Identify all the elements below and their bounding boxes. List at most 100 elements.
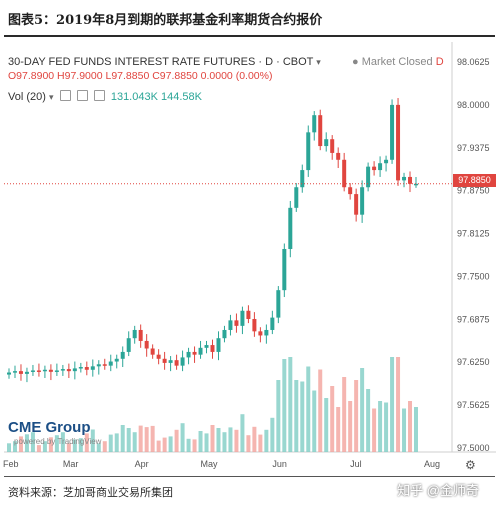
y-tick-label: 97.6875: [457, 314, 490, 324]
candle-body: [18, 371, 23, 374]
volume-bar: [192, 439, 197, 452]
cme-logo: CME Group: [8, 419, 91, 436]
candle-body: [360, 187, 365, 215]
eye-icon[interactable]: [59, 90, 71, 101]
candle-body: [96, 364, 101, 367]
volume-bar: [336, 407, 341, 452]
figure-title: 图表5：2019年8月到期的联邦基金利率期货合约报价: [8, 13, 323, 28]
candle-body: [312, 115, 317, 133]
candle-body: [318, 115, 323, 147]
candle-body: [414, 183, 418, 186]
volume-bar: [96, 443, 101, 452]
volume-bar: [312, 390, 317, 452]
candle-body: [294, 187, 299, 208]
chevron-down-icon[interactable]: ▾: [316, 57, 321, 67]
volume-bar: [306, 366, 311, 452]
ohlc-readout: O97.8900 H97.9000 L97.8850 C97.8850 0.00…: [8, 70, 273, 82]
volume-bar: [36, 445, 41, 452]
volume-bar: [276, 380, 281, 452]
volume-bar: [18, 436, 23, 452]
bottom-rule: [4, 476, 495, 477]
volume-bar: [324, 398, 329, 452]
volume-bar: [216, 428, 221, 452]
volume-bar: [12, 441, 17, 452]
volume-bar: [30, 432, 35, 452]
volume-bar: [258, 434, 263, 452]
candle-body: [210, 345, 215, 352]
volume-bar: [318, 369, 323, 452]
candle-body: [90, 366, 95, 370]
candle-body: [198, 347, 203, 355]
volume-bar: [162, 437, 167, 452]
volume-bar: [252, 426, 257, 452]
candle-body: [390, 104, 395, 160]
x-tick-label: Apr: [135, 459, 149, 469]
settings-small-icon[interactable]: [76, 90, 88, 101]
volume-bar: [156, 440, 161, 452]
volume-bar: [138, 425, 143, 452]
y-tick-label: 98.0000: [457, 100, 490, 110]
volume-bar: [408, 401, 413, 452]
volume-bar: [210, 425, 215, 452]
volume-bar: [354, 380, 359, 452]
candle-body: [228, 320, 233, 330]
candle-body: [192, 351, 197, 355]
market-status-label: Market Closed: [361, 56, 433, 68]
candle-body: [306, 132, 311, 171]
candle-body: [78, 367, 83, 369]
chevron-down-icon[interactable]: ▾: [48, 92, 54, 102]
volume-bar: [180, 423, 185, 452]
volume-bar: [144, 427, 149, 452]
candle-body: [72, 368, 77, 372]
candle-body: [174, 360, 179, 366]
candle-body: [366, 166, 371, 188]
volume-bar: [402, 408, 407, 452]
volume-header: Vol (20) ▾ 131.043K 144.58K: [8, 90, 202, 103]
y-tick-label: 97.8750: [457, 186, 490, 196]
candle-body: [42, 369, 47, 372]
candle-body: [54, 370, 59, 372]
y-tick-label: 97.6250: [457, 357, 490, 367]
y-tick-label: 97.7500: [457, 271, 490, 281]
candle-body: [216, 338, 221, 352]
close-icon[interactable]: [93, 90, 105, 101]
x-tick-label: Jun: [272, 459, 287, 469]
volume-bar: [390, 357, 395, 452]
y-tick-label: 98.0625: [457, 57, 490, 67]
volume-bar: [90, 429, 95, 452]
volume-bar: [228, 427, 233, 452]
candle-body: [102, 364, 107, 366]
candle-body: [7, 372, 11, 375]
market-status: ● Market Closed D: [352, 56, 444, 68]
candle-body: [126, 338, 131, 352]
volume-values: 131.043K 144.58K: [110, 91, 202, 103]
candle-body: [288, 207, 293, 249]
candle-body: [396, 104, 401, 181]
volume-bar: [126, 428, 131, 452]
volume-bar: [204, 433, 209, 452]
candle-body: [186, 351, 191, 358]
volume-bar: [48, 437, 53, 452]
candle-body: [276, 290, 281, 318]
volume-bar: [342, 377, 347, 452]
instrument-header[interactable]: 30-DAY FED FUNDS INTEREST RATE FUTURES ·…: [8, 56, 321, 68]
candle-body: [24, 371, 29, 374]
candle-body: [84, 367, 89, 370]
volume-bar: [78, 438, 83, 452]
gear-icon[interactable]: ⚙: [465, 458, 476, 472]
volume-bar: [270, 417, 275, 452]
volume-bar: [330, 386, 335, 452]
candle-body: [408, 176, 413, 184]
candle-body: [114, 358, 119, 362]
x-tick-label: Jul: [350, 459, 362, 469]
candle-body: [156, 354, 161, 359]
y-tick-label: 97.9375: [457, 143, 490, 153]
candle-body: [234, 320, 239, 326]
volume-bar: [234, 429, 239, 452]
volume-bar: [108, 434, 113, 452]
candle-body: [162, 358, 167, 363]
volume-bar: [84, 433, 89, 452]
volume-label: Vol (20): [8, 91, 46, 103]
volume-bar: [174, 429, 179, 452]
